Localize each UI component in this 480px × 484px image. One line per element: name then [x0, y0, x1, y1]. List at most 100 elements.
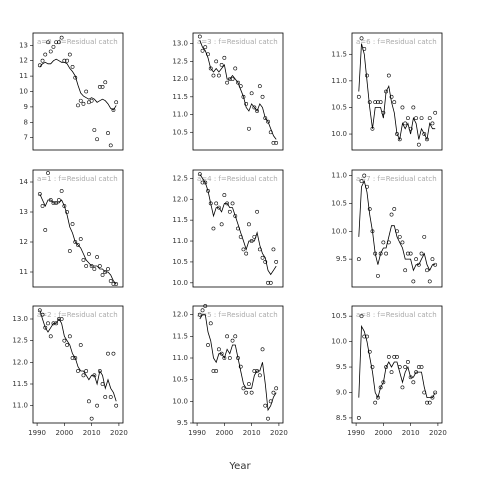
data-point: [392, 354, 397, 359]
data-point: [241, 247, 246, 252]
data-point: [249, 390, 254, 395]
x-tick-label: 2010: [243, 429, 261, 437]
data-point: [403, 365, 408, 369]
data-point: [100, 273, 105, 277]
data-point: [247, 222, 251, 227]
data-point: [37, 308, 42, 313]
data-point: [111, 282, 116, 286]
y-tick-label: 11: [19, 268, 28, 276]
data-point: [419, 365, 424, 369]
y-tick-label: 9.0: [336, 388, 347, 396]
data-point: [222, 356, 227, 360]
data-point: [389, 94, 394, 99]
y-tick-label: 11.0: [331, 172, 347, 180]
data-point: [356, 416, 361, 420]
fit-line: [199, 314, 277, 412]
data-point: [219, 222, 224, 227]
data-point: [97, 264, 102, 268]
y-tick-label: 14: [19, 178, 28, 186]
x-tick-label: 2000: [55, 429, 73, 437]
data-point: [70, 222, 75, 226]
y-tick-label: 11.0: [172, 111, 188, 119]
y-tick-label: 11: [19, 72, 28, 80]
data-point: [214, 369, 219, 373]
fit-line: [358, 324, 436, 399]
data-point: [211, 226, 216, 231]
data-point: [200, 48, 205, 53]
data-point: [378, 251, 383, 256]
data-point: [257, 373, 262, 378]
data-point: [203, 304, 208, 308]
x-tick-label: 2020: [270, 429, 288, 437]
data-point: [274, 386, 279, 391]
fit-line: [199, 173, 277, 276]
data-point: [425, 400, 429, 405]
data-point: [225, 334, 229, 339]
y-tick-label: 11.5: [172, 332, 188, 340]
x-tick-label: 2000: [374, 429, 392, 437]
data-point: [208, 66, 213, 71]
panel-frame: [192, 32, 284, 151]
data-point: [114, 100, 119, 105]
panel-title: a=2 : f=Residual catch: [37, 311, 118, 319]
data-point: [247, 126, 251, 131]
data-point: [211, 73, 216, 78]
y-tick-label: 12.5: [12, 337, 28, 345]
y-tick-label: 10.5: [331, 312, 347, 320]
data-point: [217, 347, 221, 352]
y-tick-label: 11.5: [12, 380, 28, 388]
data-point: [386, 73, 391, 78]
x-tick-label: 2000: [215, 429, 233, 437]
y-tick-label: 9.5: [336, 363, 347, 371]
x-tick-label: 2010: [83, 429, 101, 437]
data-point: [247, 382, 251, 386]
y-tick-label: 12.0: [172, 195, 188, 203]
data-point: [92, 128, 97, 132]
panel-title: a=3 : f=Residual catch: [197, 38, 278, 46]
data-point: [359, 36, 364, 41]
data-point: [367, 100, 372, 105]
data-point: [219, 63, 224, 67]
data-point: [114, 282, 119, 286]
data-point: [59, 189, 64, 193]
fit-line: [39, 58, 117, 111]
y-tick-label: 12.0: [172, 311, 188, 319]
data-point: [236, 80, 240, 85]
x-tick-label: 2020: [110, 429, 128, 437]
x-tick-label: 2010: [402, 429, 420, 437]
data-point: [397, 234, 402, 239]
panel-title: a=5 : f=Residual catch: [197, 311, 278, 319]
data-point: [59, 35, 64, 40]
data-point: [214, 201, 219, 206]
data-point: [271, 247, 276, 252]
y-tick-label: 11.5: [331, 50, 347, 58]
y-tick-label: 11.0: [12, 402, 28, 410]
data-point: [97, 84, 102, 89]
x-tick-label: 2020: [429, 429, 447, 437]
data-point: [73, 356, 78, 360]
data-point: [78, 343, 83, 347]
fit-line: [358, 179, 436, 272]
y-tick-label: 12: [19, 57, 28, 65]
data-point: [427, 279, 432, 284]
y-tick-label: 11.0: [331, 77, 347, 85]
data-point: [376, 100, 380, 105]
data-point: [252, 369, 257, 373]
data-point: [233, 214, 238, 218]
data-point: [227, 356, 232, 360]
data-point: [100, 382, 105, 386]
data-point: [419, 116, 424, 120]
data-point: [65, 343, 69, 347]
panel-frame: [32, 305, 124, 424]
y-tick-label: 12.5: [172, 174, 188, 182]
data-point: [46, 171, 50, 175]
data-point: [57, 40, 61, 45]
data-point: [263, 260, 268, 264]
data-point: [403, 268, 408, 273]
data-point: [106, 131, 110, 135]
y-tick-label: 13: [19, 41, 28, 49]
panel-title: a=6 : f=Residual catch: [356, 38, 437, 46]
data-point: [400, 385, 405, 390]
data-point: [84, 369, 89, 373]
data-point: [403, 121, 408, 126]
